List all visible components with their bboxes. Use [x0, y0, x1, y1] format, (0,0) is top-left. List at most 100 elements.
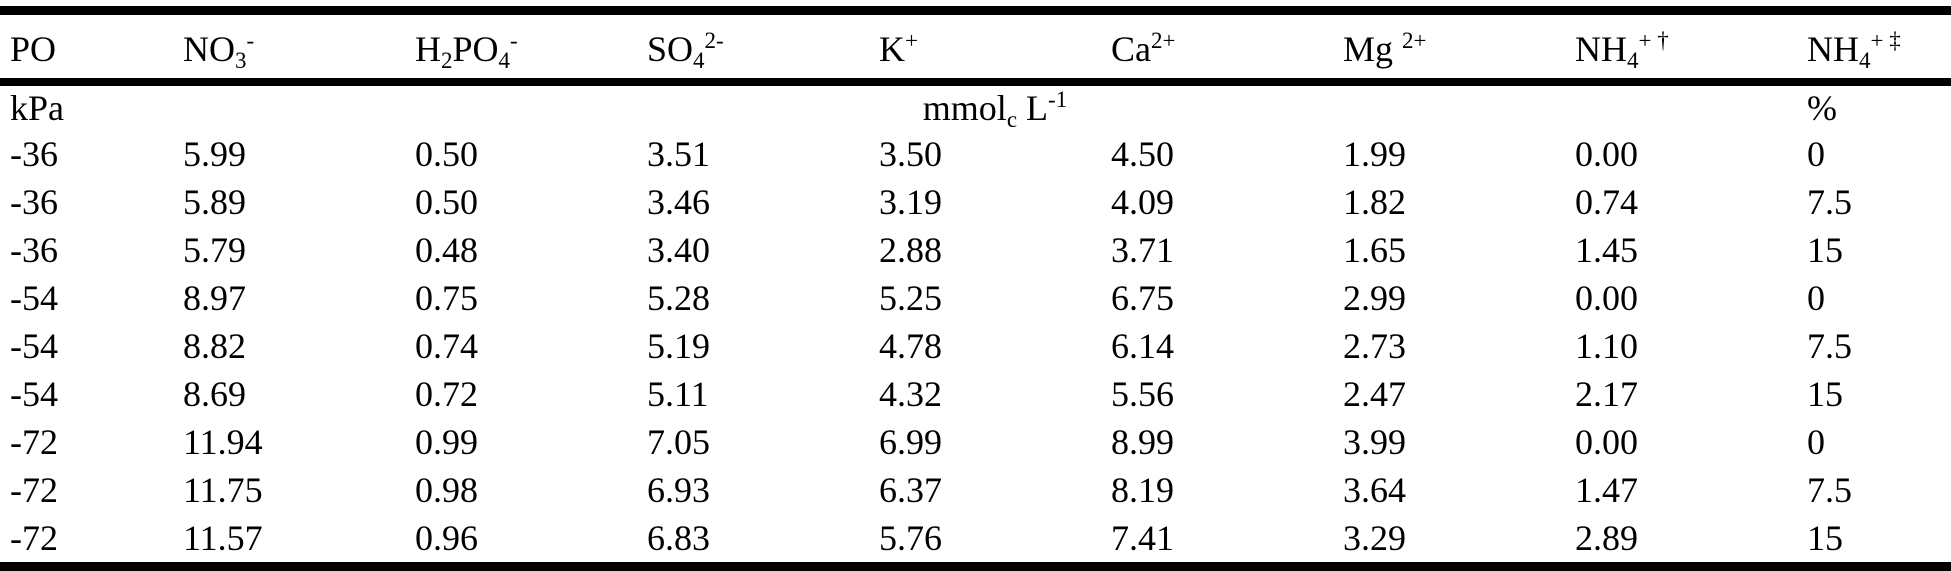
cell-r0-c8: 0 [1807, 134, 1825, 174]
cell-r8-c8: 15 [1807, 514, 1951, 571]
cell-r0-c0: -36 [10, 134, 58, 174]
table-row: -72 11.75 0.98 6.93 6.37 8.19 3.64 1.47 7.5 [0, 466, 1951, 514]
header-part-main: NO [183, 29, 235, 69]
cell-r8-c2: 0.96 [415, 514, 647, 571]
unit-liter: L [1017, 88, 1049, 128]
cell-r2-c5: 3.71 [1111, 230, 1174, 270]
column-header-3: SO42- [647, 10, 879, 86]
header-part-main: Mg [1343, 29, 1403, 69]
cell-r8-c5: 7.41 [1111, 514, 1343, 571]
unit-sub-c: c [1006, 107, 1018, 132]
cell-r5-c7: 2.17 [1575, 374, 1638, 414]
header-part-main: PO [10, 29, 57, 69]
table-row: -54 8.97 0.75 5.28 5.25 6.75 2.99 0.00 0 [0, 274, 1951, 322]
cell-r2-c1: 5.79 [183, 230, 246, 270]
cell-r1-c5: 4.09 [1111, 182, 1174, 222]
cell-r7-c0: -72 [10, 470, 58, 510]
header-part-sup: 2+ [1151, 28, 1176, 53]
header-part-main: SO [647, 29, 694, 69]
cell-r3-c3: 5.28 [647, 278, 710, 318]
cell-r0-c3: 3.51 [647, 134, 710, 174]
ion-concentration-table: PO NO3- H2PO4- SO42- K+ Ca2+ Mg 2+ NH4+ † NH4+ ‡… [0, 6, 1951, 571]
cell-r1-c6: 1.82 [1343, 182, 1406, 222]
header-row: PO NO3- H2PO4- SO42- K+ Ca2+ Mg 2+ NH4+ † NH4+ ‡ [0, 10, 1951, 86]
column-header-8: NH4+ ‡ [1807, 10, 1951, 86]
header-part-sup: + ‡ [1870, 28, 1901, 53]
cell-r1-c8: 7.5 [1807, 182, 1852, 222]
cell-r1-c7: 0.74 [1575, 182, 1638, 222]
header-part-sub: 4 [1627, 48, 1639, 73]
cell-r5-c3: 5.11 [647, 374, 709, 414]
cell-r3-c2: 0.75 [415, 278, 478, 318]
cell-r3-c4: 5.25 [879, 278, 942, 318]
cell-r8-c4: 5.76 [879, 514, 1111, 571]
cell-r4-c1: 8.82 [183, 326, 246, 366]
cell-r6-c3: 7.05 [647, 422, 710, 462]
unit-percent: % [1807, 82, 1951, 130]
cell-r5-c5: 5.56 [1111, 374, 1174, 414]
cell-r4-c6: 2.73 [1343, 326, 1406, 366]
table-row: -36 5.99 0.50 3.51 3.50 4.50 1.99 0.00 0 [0, 130, 1951, 178]
cell-r6-c0: -72 [10, 422, 58, 462]
cell-r4-c0: -54 [10, 326, 58, 366]
cell-r0-c1: 5.99 [183, 134, 246, 174]
cell-r5-c8: 15 [1807, 374, 1843, 414]
cell-r7-c4: 6.37 [879, 470, 942, 510]
header-part-main2: PO [452, 29, 499, 69]
cell-r4-c2: 0.74 [415, 326, 478, 366]
table-row: -54 8.82 0.74 5.19 4.78 6.14 2.73 1.10 7.5 [0, 322, 1951, 370]
unit-mmolc-per-liter: mmolc L-1 [183, 82, 1807, 132]
unit-kpa-label: kPa [10, 88, 64, 128]
column-header-0: PO [0, 10, 183, 86]
cell-r4-c7: 1.10 [1575, 326, 1638, 366]
cell-r4-c3: 5.19 [647, 326, 710, 366]
header-part-sub2: 4 [498, 48, 511, 73]
column-header-7: NH4+ † [1575, 10, 1807, 86]
header-part-main: H [415, 29, 441, 69]
cell-r1-c3: 3.46 [647, 182, 710, 222]
cell-r0-c6: 1.99 [1343, 134, 1406, 174]
header-part-sub: 3 [235, 48, 247, 73]
cell-r1-c1: 5.89 [183, 182, 246, 222]
cell-r6-c2: 0.99 [415, 422, 478, 462]
table-row: -72 11.57 0.96 6.83 5.76 7.41 3.29 2.89 15 [0, 514, 1951, 571]
cell-r2-c6: 1.65 [1343, 230, 1406, 270]
cell-r2-c0: -36 [10, 230, 58, 270]
cell-r6-c5: 8.99 [1111, 422, 1174, 462]
cell-r5-c4: 4.32 [879, 374, 942, 414]
cell-r0-c4: 3.50 [879, 134, 942, 174]
cell-r8-c7: 2.89 [1575, 514, 1807, 571]
cell-r7-c8: 7.5 [1807, 470, 1852, 510]
cell-r6-c6: 3.99 [1343, 422, 1406, 462]
header-part-sup: - [510, 28, 518, 53]
table-body: -36 5.99 0.50 3.51 3.50 4.50 1.99 0.00 0 -36 5.89 0… [0, 130, 1951, 571]
cell-r5-c6: 2.47 [1343, 374, 1406, 414]
cell-r6-c8: 0 [1807, 422, 1825, 462]
cell-r5-c1: 8.69 [183, 374, 246, 414]
table-row: -72 11.94 0.99 7.05 6.99 8.99 3.99 0.00 0 [0, 418, 1951, 466]
header-part-main: NH [1575, 29, 1627, 69]
cell-r5-c2: 0.72 [415, 374, 478, 414]
table-row: -36 5.79 0.48 3.40 2.88 3.71 1.65 1.45 15 [0, 226, 1951, 274]
cell-r7-c7: 1.47 [1575, 470, 1638, 510]
cell-r2-c4: 2.88 [879, 230, 942, 270]
header-part-sup: + [905, 28, 918, 53]
cell-r7-c6: 3.64 [1343, 470, 1406, 510]
cell-r3-c0: -54 [10, 278, 58, 318]
cell-r8-c0: -72 [0, 514, 183, 571]
unit-row: kPa mmolc L-1 % [0, 82, 1951, 132]
header-part-sub: 2 [441, 48, 453, 73]
header-part-sup: 2+ [1402, 28, 1427, 53]
cell-r5-c0: -54 [10, 374, 58, 414]
cell-r1-c0: -36 [10, 182, 58, 222]
header-part-main: K [879, 29, 905, 69]
unit-percent-label: % [1807, 88, 1837, 128]
column-header-2: H2PO4- [415, 10, 647, 86]
column-header-5: Ca2+ [1111, 10, 1343, 86]
header-part-sup: 2- [704, 28, 724, 53]
cell-r8-c1: 11.57 [183, 514, 415, 571]
table-row: -54 8.69 0.72 5.11 4.32 5.56 2.47 2.17 15 [0, 370, 1951, 418]
cell-r7-c2: 0.98 [415, 470, 478, 510]
cell-r2-c3: 3.40 [647, 230, 710, 270]
unit-sup-minus1: -1 [1048, 87, 1068, 112]
